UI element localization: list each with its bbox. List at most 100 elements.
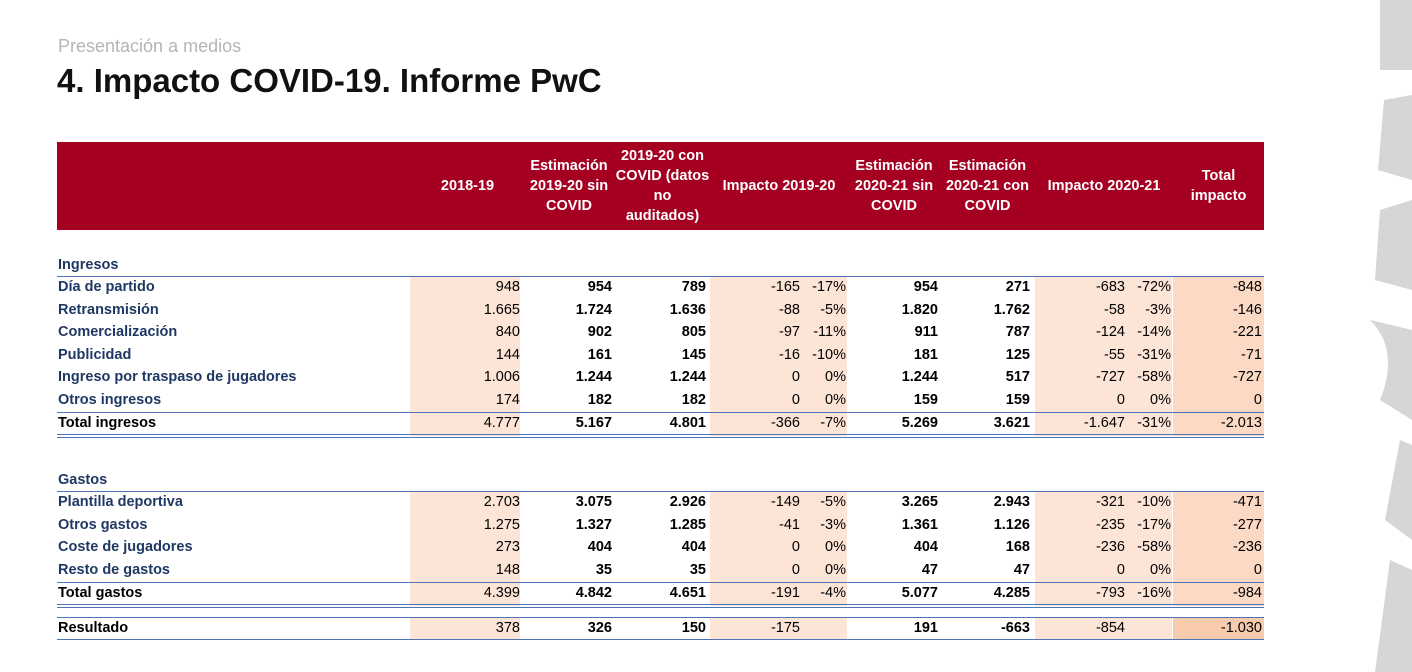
cell-value: 404	[587, 539, 612, 556]
row-label: Total ingresos	[58, 414, 157, 431]
cell-value: 47	[921, 562, 938, 578]
impact-value: -55	[1104, 346, 1125, 363]
cell-value: 168	[1005, 539, 1030, 556]
column-header: 2018-19	[440, 178, 495, 194]
cell-value: 787	[1005, 324, 1030, 341]
row-rule	[57, 411, 1264, 413]
impact-value: 0	[1116, 562, 1125, 578]
impact-pct: -3%	[1145, 301, 1171, 318]
cell-value: 902	[587, 324, 612, 341]
cell-value: 1.126	[993, 516, 1030, 533]
cell-value: -1.030	[1220, 620, 1262, 636]
impact-pct: -5%	[820, 494, 846, 511]
cell-value: 5.077	[901, 584, 938, 601]
impact-pct: 0%	[1150, 392, 1171, 408]
impact-value: -124	[1095, 324, 1125, 341]
cell-value: -221	[1232, 324, 1262, 341]
cell-value: 404	[913, 539, 938, 556]
cell-value: -277	[1232, 516, 1262, 533]
impact-value: 0	[791, 539, 800, 556]
row-label: Otros ingresos	[58, 392, 162, 408]
cell-value: 1.244	[901, 369, 938, 386]
impact-pct: -10%	[812, 346, 846, 363]
row-label: Ingreso por traspaso de jugadores	[58, 369, 297, 386]
cell-value: 1.275	[483, 516, 520, 533]
cell-value: 125	[1005, 346, 1030, 363]
cell-value: 2.703	[483, 494, 520, 511]
row-rule	[57, 639, 1264, 640]
impact-value: -149	[770, 494, 800, 511]
row-label: Retransmisión	[58, 301, 159, 318]
cell-value: -71	[1241, 346, 1262, 363]
row-rule	[57, 437, 1264, 439]
cell-value: 789	[681, 279, 706, 295]
cell-value: -663	[1000, 620, 1030, 636]
impact-value: -175	[770, 620, 800, 636]
impact-pct: -16%	[1137, 584, 1171, 601]
section-title: Ingresos	[58, 257, 119, 273]
column-header: Impacto 2019-20	[722, 178, 836, 194]
column-shade	[410, 491, 520, 607]
cell-value: 4.651	[669, 584, 706, 601]
impact-value: -366	[770, 414, 800, 431]
cell-value: -727	[1232, 369, 1262, 386]
cell-value: 3.075	[575, 494, 612, 511]
impact-value: -191	[770, 584, 800, 601]
row-label: Total gastos	[58, 584, 143, 601]
impact-pct: -7%	[820, 414, 846, 431]
impact-value: -97	[779, 324, 800, 341]
row-rule	[57, 581, 1264, 583]
cell-value: 4.801	[669, 414, 706, 431]
cell-value: 1.820	[901, 301, 938, 318]
cell-value: 5.269	[901, 414, 938, 431]
row-rule	[57, 491, 1264, 493]
impact-pct: -14%	[1137, 324, 1171, 341]
column-shade	[1173, 491, 1264, 607]
impact-pct: -17%	[812, 279, 846, 295]
row-rule	[57, 276, 1264, 277]
impact-pct: 0%	[825, 369, 846, 386]
column-header: 2019-20 con COVID (datos no auditados)	[615, 148, 710, 224]
cell-value: 911	[914, 324, 938, 341]
cell-value: 805	[681, 324, 706, 341]
row-rule	[57, 617, 1264, 618]
cell-value: 1.762	[993, 301, 1030, 318]
row-label: Plantilla deportiva	[58, 494, 183, 511]
cell-value: -848	[1232, 279, 1262, 295]
cell-value: -2.013	[1220, 414, 1262, 431]
cell-value: 0	[1253, 392, 1262, 408]
cell-value: 1.361	[901, 516, 938, 533]
cell-value: 404	[681, 539, 706, 556]
title: 4. Impacto COVID-19. Informe PwC	[57, 62, 602, 99]
impact-value: -236	[1095, 539, 1125, 556]
impact-pct: -4%	[820, 584, 846, 601]
cell-value: -236	[1232, 539, 1262, 556]
column-shade	[1173, 276, 1264, 437]
cell-value: 181	[913, 346, 938, 363]
subtitle: Presentación a medios	[58, 36, 242, 56]
column-shade	[710, 617, 847, 639]
impact-value: -793	[1095, 584, 1125, 601]
cell-value: 517	[1005, 369, 1030, 386]
row-label: Comercialización	[58, 324, 178, 341]
impact-value: -1.647	[1083, 414, 1125, 431]
cell-value: 145	[681, 346, 706, 363]
impact-value: 0	[1116, 392, 1125, 408]
cell-value: 1.636	[669, 301, 706, 318]
impact-value: 0	[791, 562, 800, 578]
impact-value: -727	[1095, 369, 1125, 386]
cell-value: 159	[1005, 392, 1030, 408]
cell-value: 161	[587, 346, 612, 363]
impact-pct: -5%	[820, 301, 846, 318]
cell-value: 4.285	[993, 584, 1030, 601]
cell-value: 35	[689, 562, 706, 578]
cell-value: 1.285	[669, 516, 706, 533]
impact-value: 0	[791, 369, 800, 386]
impact-pct: -58%	[1137, 369, 1171, 386]
impact-pct: -58%	[1137, 539, 1171, 556]
column-shade	[1035, 276, 1172, 437]
column-header: Estimación 2019-20 sin COVID	[529, 158, 609, 214]
cell-value: 150	[681, 620, 706, 636]
impact-pct: -72%	[1137, 279, 1171, 295]
